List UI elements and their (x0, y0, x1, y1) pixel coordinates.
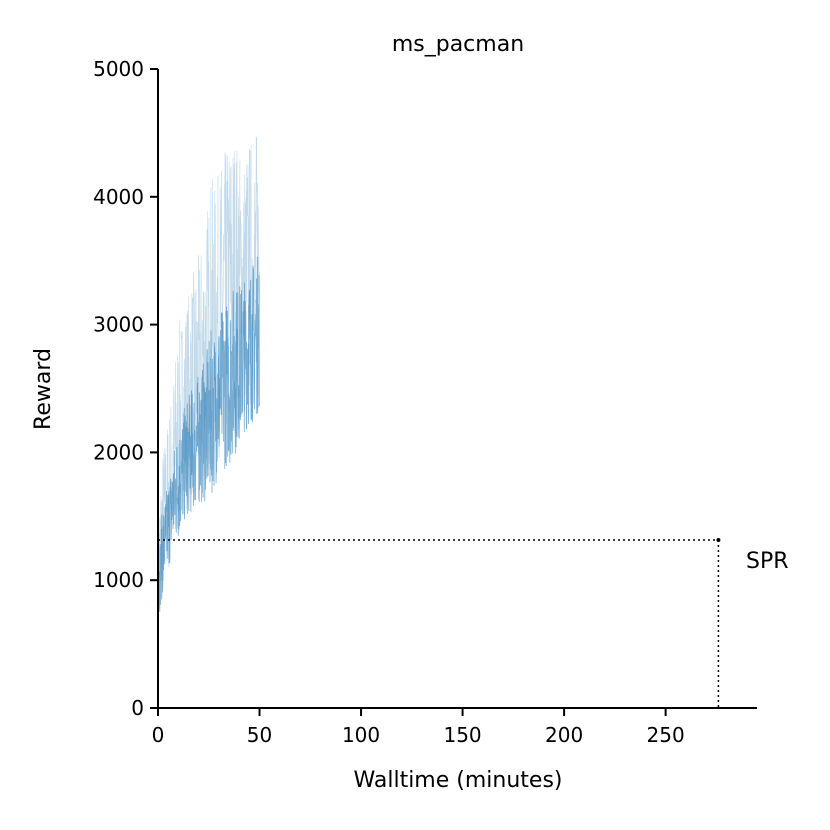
x-tick-label: 100 (342, 723, 380, 747)
y-tick-label: 4000 (93, 185, 144, 209)
x-tick-label: 250 (647, 723, 685, 747)
reference-group (158, 537, 721, 708)
x-tick-label: 200 (545, 723, 583, 747)
series-band (157, 136, 260, 625)
chart-title: ms_pacman (392, 32, 524, 57)
x-axis-title: Walltime (minutes) (354, 768, 563, 793)
series-spikes (157, 136, 260, 625)
series-core (157, 256, 260, 619)
x-tick-label: 50 (247, 723, 272, 747)
x-ticks: 0 50 100 150 200 250 (152, 708, 685, 747)
y-tick-label: 5000 (93, 57, 144, 81)
x-tick-label: 150 (443, 723, 481, 747)
x-tick-label: 0 (152, 723, 165, 747)
reference-point (716, 537, 721, 542)
y-tick-label: 0 (131, 696, 144, 720)
y-axis-title: Reward (31, 348, 56, 430)
reference-label: SPR (746, 549, 789, 574)
y-ticks: 0 1000 2000 3000 4000 5000 (93, 57, 158, 720)
y-tick-label: 3000 (93, 313, 144, 337)
y-tick-label: 2000 (93, 440, 144, 464)
y-tick-label: 1000 (93, 568, 144, 592)
